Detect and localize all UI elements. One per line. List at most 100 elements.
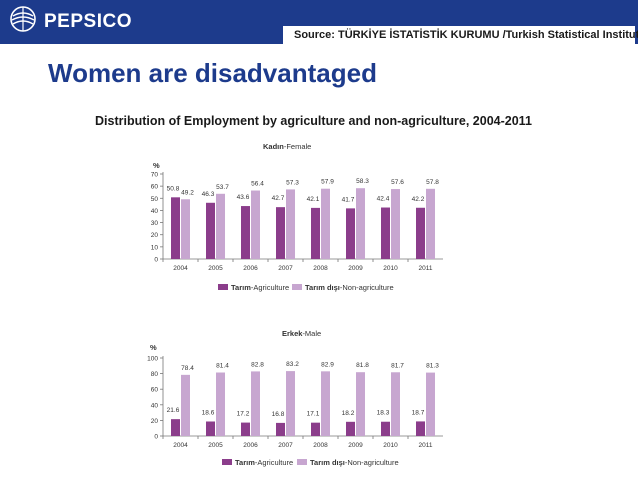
y-tick-label: 40 — [151, 402, 159, 409]
legend-swatch — [218, 284, 228, 290]
x-tick-label: 2006 — [243, 265, 258, 272]
data-label: 50.8 — [167, 185, 180, 192]
x-tick-label: 2006 — [243, 442, 258, 449]
x-tick-label: 2011 — [419, 265, 433, 272]
data-label: 57.8 — [426, 179, 439, 186]
bar-agriculture — [346, 208, 355, 259]
x-tick-label: 2008 — [313, 265, 328, 272]
x-tick-label: 2008 — [313, 442, 328, 449]
data-label: 57.6 — [391, 179, 404, 186]
bar-non-agriculture — [426, 372, 435, 436]
x-tick-label: 2005 — [208, 265, 223, 272]
data-label: 42.2 — [412, 196, 425, 203]
legend-label: Tarım-Agriculture — [235, 458, 293, 467]
data-label: 81.7 — [391, 362, 404, 369]
source-text: Source: TÜRKİYE İSTATİSTİK KURUMU /Turki… — [294, 29, 638, 41]
x-tick-label: 2007 — [278, 265, 293, 272]
data-label: 17.1 — [307, 411, 320, 418]
bar-agriculture — [276, 422, 285, 436]
female-employment-chart: Kadın-Female% 0 10 20 30 40 50 60 70 2004 50.849.2… — [151, 142, 443, 292]
pepsi-globe-icon — [10, 6, 36, 32]
data-label: 42.1 — [307, 196, 320, 203]
bar-non-agriculture — [426, 188, 435, 259]
bar-non-agriculture — [321, 371, 330, 436]
bar-non-agriculture — [286, 189, 295, 259]
bar-non-agriculture — [391, 189, 400, 259]
y-tick-label: 40 — [151, 208, 159, 215]
bar-non-agriculture — [251, 190, 260, 259]
data-label: 81.8 — [356, 362, 369, 369]
data-label: 82.8 — [251, 361, 264, 368]
data-label: 42.4 — [377, 196, 390, 203]
data-label: 42.7 — [272, 195, 285, 202]
x-tick-label: 2010 — [383, 442, 398, 449]
y-tick-label: 50 — [151, 196, 159, 203]
y-tick-label: 30 — [151, 220, 159, 227]
chart-title: Kadın-Female — [263, 142, 311, 151]
y-tick-label: 100 — [147, 356, 158, 363]
bar-agriculture — [241, 422, 250, 436]
y-tick-label: 60 — [151, 184, 159, 191]
bar-non-agriculture — [356, 372, 365, 436]
legend-label: Tarım-Agriculture — [231, 283, 289, 292]
bar-agriculture — [171, 419, 180, 436]
data-label: 53.7 — [216, 184, 229, 191]
bar-agriculture — [206, 421, 215, 436]
page-title: Women are disadvantaged — [48, 58, 377, 88]
data-label: 16.8 — [272, 411, 285, 418]
data-label: 81.4 — [216, 363, 229, 370]
bar-agriculture — [416, 207, 425, 259]
data-label: 18.6 — [202, 409, 215, 416]
x-tick-label: 2007 — [278, 442, 293, 449]
bar-agriculture — [346, 421, 355, 436]
data-label: 21.6 — [167, 407, 180, 414]
bar-non-agriculture — [216, 372, 225, 436]
data-label: 18.7 — [412, 409, 425, 416]
data-label: 57.9 — [321, 179, 334, 186]
data-label: 58.3 — [356, 178, 369, 185]
data-label: 57.3 — [286, 179, 299, 186]
bar-non-agriculture — [321, 188, 330, 259]
y-tick-label: 0 — [154, 434, 158, 441]
bar-non-agriculture — [251, 371, 260, 436]
data-label: 43.6 — [237, 194, 250, 201]
data-label: 17.2 — [237, 411, 250, 418]
legend-swatch — [222, 459, 232, 465]
legend-label: Tarım dışı-Non-agriculture — [310, 458, 399, 467]
legend-swatch — [297, 459, 307, 465]
y-tick-label: 80 — [151, 371, 159, 378]
bar-agriculture — [381, 421, 390, 436]
male-employment-chart: Erkek-Male% 0 20 40 60 80 100 2004 21.6 78.4 2005 1… — [147, 329, 443, 467]
bar-agriculture — [381, 207, 390, 259]
y-tick-label: 10 — [151, 244, 159, 251]
bar-non-agriculture — [181, 374, 190, 436]
data-label: 82.9 — [321, 361, 334, 368]
bar-agriculture — [241, 206, 250, 259]
x-tick-label: 2010 — [383, 265, 398, 272]
bar-non-agriculture — [216, 193, 225, 259]
data-label: 81.3 — [426, 363, 439, 370]
bar-agriculture — [416, 421, 425, 436]
bar-non-agriculture — [356, 188, 365, 259]
brand-name: PEPSICO — [44, 11, 132, 32]
x-tick-label: 2011 — [419, 442, 433, 449]
data-label: 41.7 — [342, 196, 355, 203]
y-tick-label: 70 — [151, 172, 159, 179]
data-label: 78.4 — [181, 365, 194, 372]
y-tick-label: 20 — [151, 418, 159, 425]
data-label: 18.3 — [377, 410, 390, 417]
x-tick-label: 2004 — [173, 265, 188, 272]
data-label: 18.2 — [342, 410, 355, 417]
y-tick-label: 0 — [154, 257, 158, 264]
bar-agriculture — [206, 202, 215, 259]
bar-agriculture — [311, 207, 320, 259]
x-tick-label: 2004 — [173, 442, 188, 449]
bar-non-agriculture — [391, 372, 400, 436]
y-axis-label: % — [150, 343, 157, 352]
bar-agriculture — [311, 422, 320, 436]
bar-agriculture — [171, 197, 180, 259]
y-tick-label: 60 — [151, 387, 159, 394]
x-tick-label: 2009 — [348, 265, 363, 272]
data-label: 56.4 — [251, 181, 264, 188]
legend-label: Tarım dışı-Non-agriculture — [305, 283, 394, 292]
